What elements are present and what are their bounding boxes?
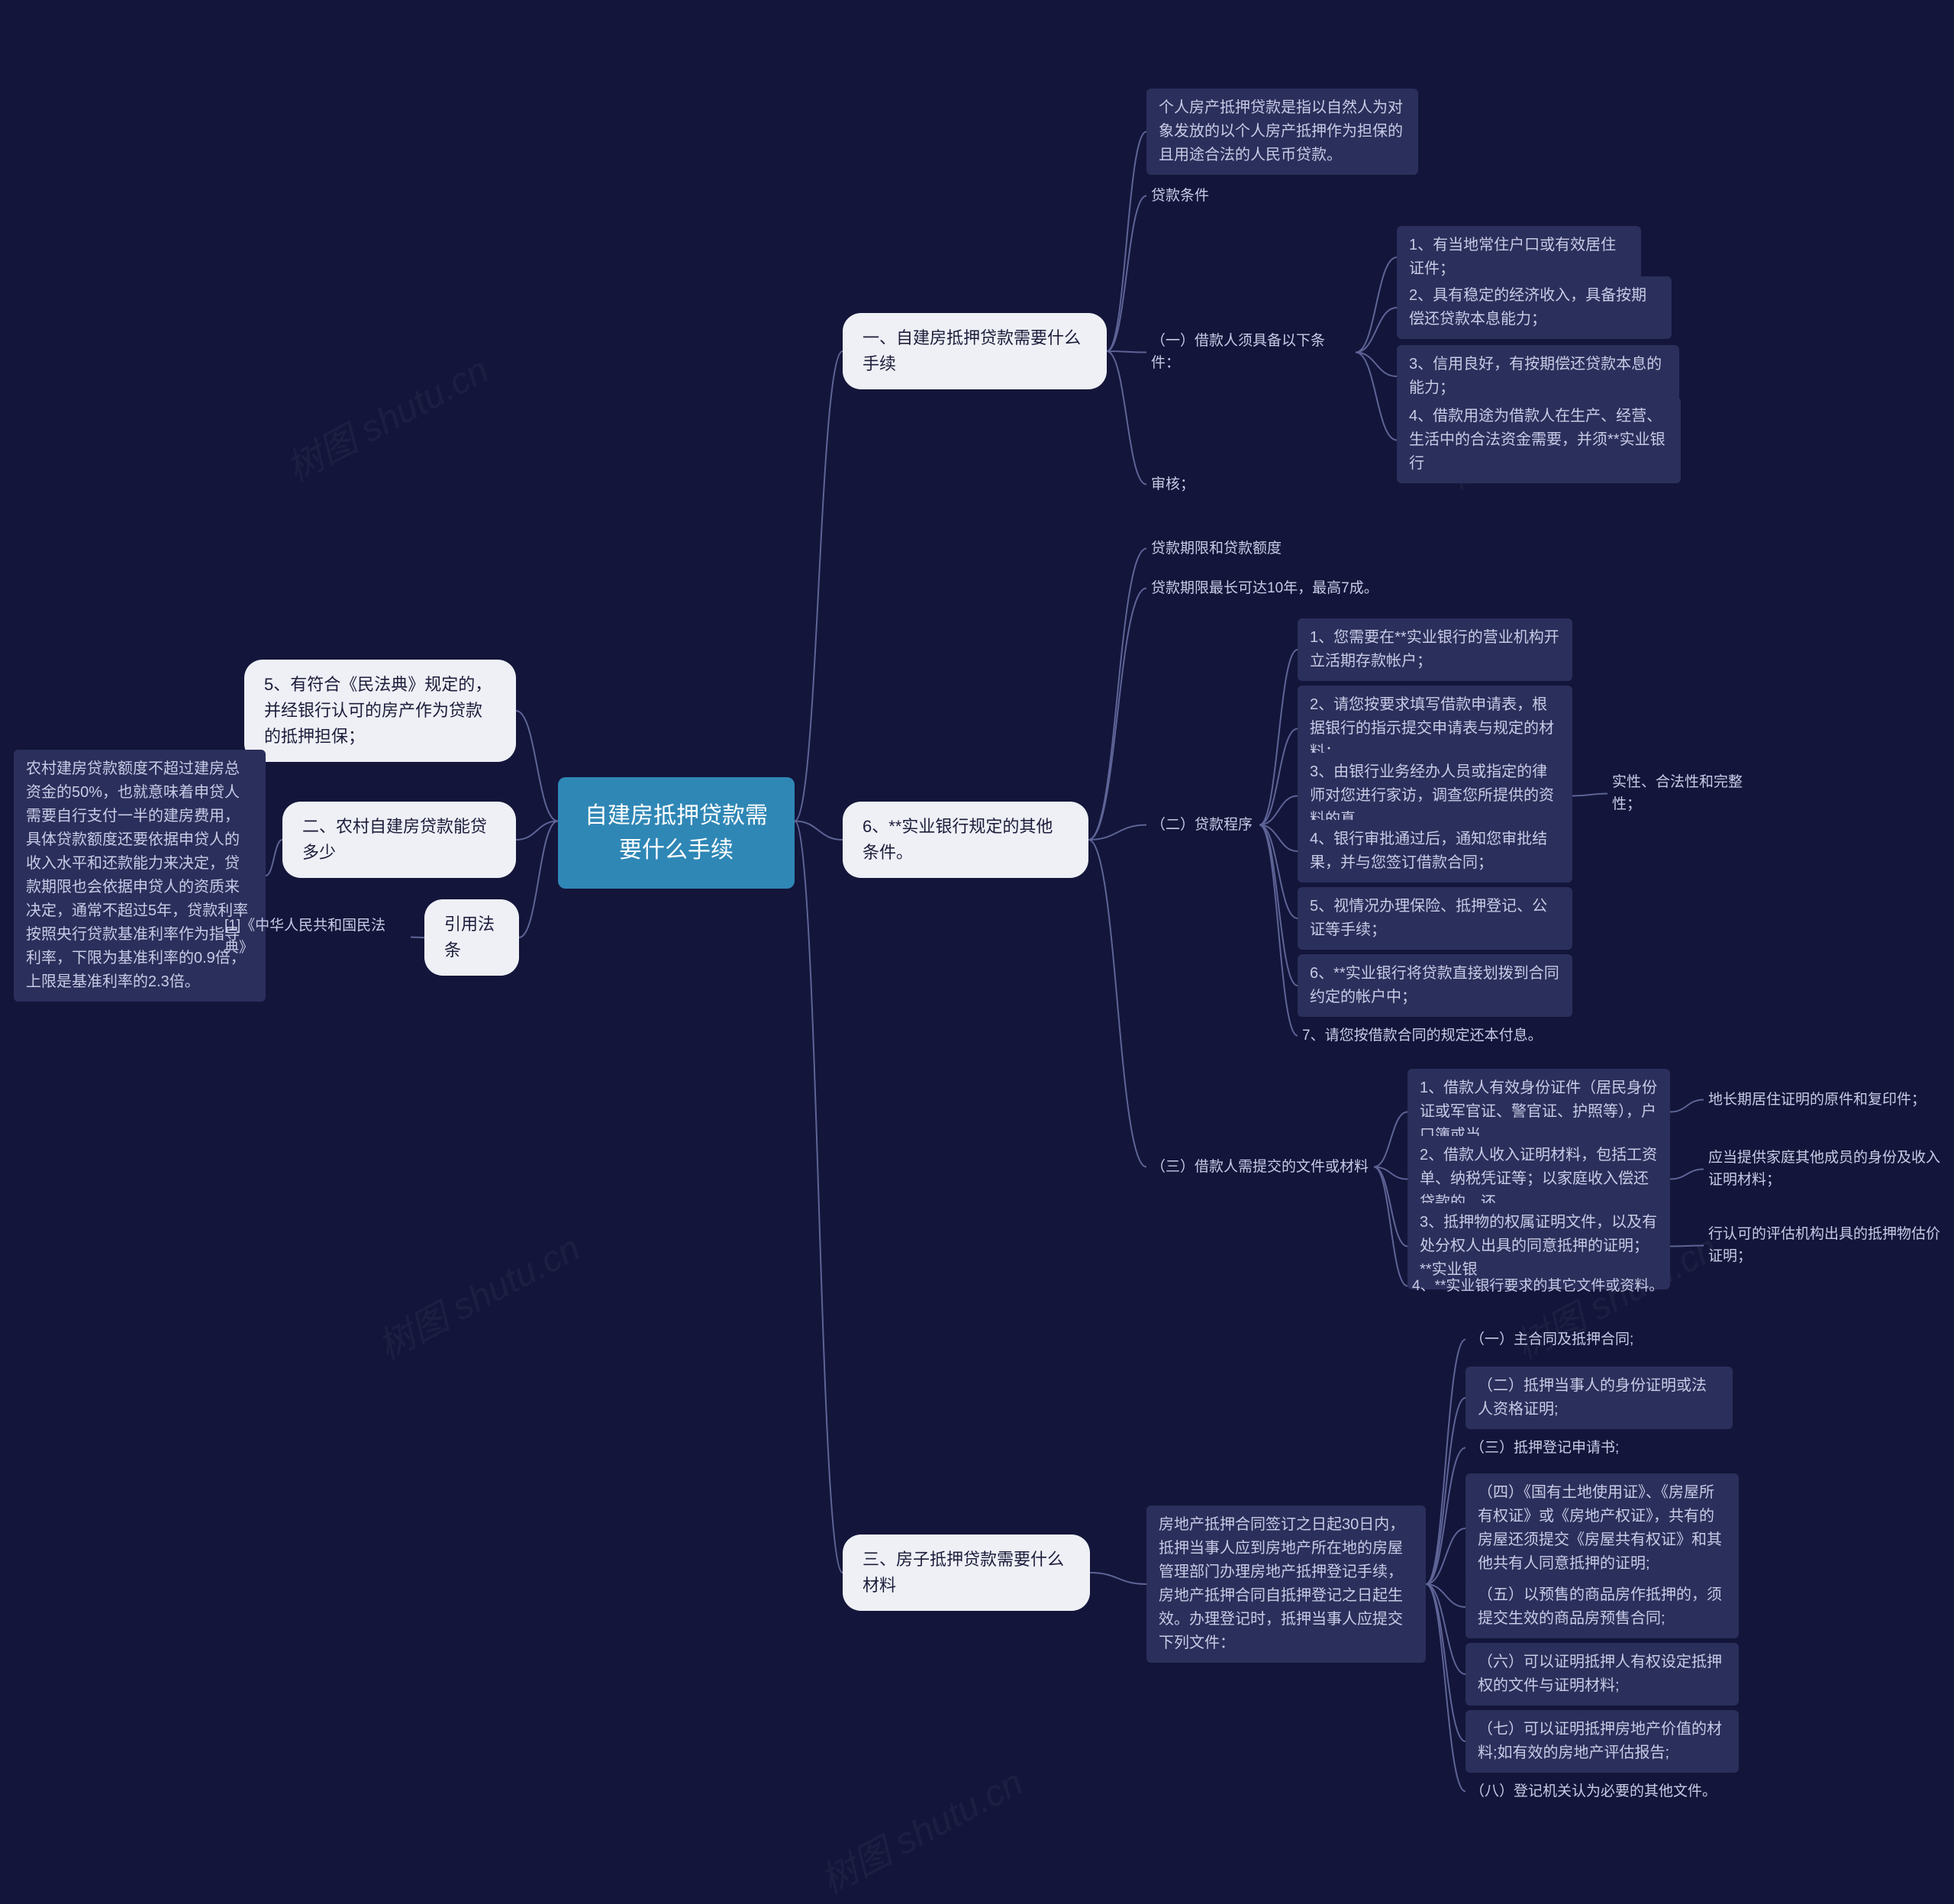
- node-r6-proc: （二）贷款程序: [1146, 809, 1259, 841]
- node-r6-p5: 5、视情况办理保险、抵押登记、公证等手续；: [1298, 887, 1572, 950]
- watermark: 树图 shutu.cn: [810, 1753, 1031, 1904]
- node-r1-b4: 4、借款用途为借款人在生产、经营、生活中的合法资金需要，并须**实业银行: [1397, 397, 1681, 483]
- node-r1-borrower: （一）借款人须具备以下条件：: [1146, 325, 1356, 379]
- node-r1-intro: 个人房产抵押贷款是指以自然人为对象发放的以个人房产抵押作为担保的且用途合法的人民…: [1146, 89, 1418, 175]
- node-r3-1: （一）主合同及抵押合同;: [1466, 1324, 1641, 1355]
- node-root: 自建房抵押贷款需要什么手续: [558, 777, 795, 889]
- node-r6-term2: 贷款期限最长可达10年，最高7成。: [1146, 573, 1383, 604]
- node-r3-6: （六）可以证明抵押人有权设定抵押权的文件与证明材料;: [1466, 1643, 1739, 1706]
- node-r6-docs: （三）借款人需提交的文件或材料: [1146, 1151, 1374, 1183]
- node-r3-4: （四）《国有土地使用证》、《房屋所有权证》或《房地产权证》，共有的房屋还须提交《…: [1466, 1473, 1739, 1583]
- node-r6-term: 贷款期限和贷款额度: [1146, 533, 1299, 564]
- node-r6-p1: 1、您需要在**实业银行的营业机构开立活期存款帐户；: [1298, 618, 1572, 681]
- node-r1-review: 审核；: [1146, 469, 1200, 500]
- node-r1-b2: 2、具有稳定的经济收入，具备按期偿还贷款本息能力；: [1397, 276, 1672, 339]
- node-r3-8: （八）登记机关认为必要的其他文件。: [1466, 1776, 1725, 1807]
- node-r3: 三、房子抵押贷款需要什么材料: [843, 1534, 1090, 1611]
- node-r1: 一、自建房抵押贷款需要什么手续: [843, 313, 1107, 389]
- node-r3-5: （五）以预售的商品房作抵押的，须提交生效的商品房预售合同;: [1466, 1576, 1739, 1638]
- node-r3-3: （三）抵押登记申请书;: [1466, 1432, 1626, 1463]
- node-r6: 6、**实业银行规定的其他条件。: [843, 802, 1088, 878]
- node-r6-d3-t: 行认可的评估机构出具的抵押物估价证明；: [1704, 1218, 1948, 1273]
- node-r6-d2-t: 应当提供家庭其他成员的身份及收入证明材料；: [1704, 1142, 1948, 1196]
- node-r1-cond: 贷款条件: [1146, 180, 1215, 211]
- node-r6-d4: 4、**实业银行要求的其它文件或资料。: [1407, 1270, 1682, 1302]
- node-r6-p7: 7、请您按借款合同的规定还本付息。: [1298, 1020, 1549, 1051]
- node-r6-p3-t: 实性、合法性和完整性；: [1607, 766, 1775, 821]
- node-r6-p4: 4、银行审批通过后，通知您审批结果，并与您签订借款合同；: [1298, 820, 1572, 883]
- node-r3-7: （七）可以证明抵押房地产价值的材料;如有效的房地产评估报告;: [1466, 1710, 1739, 1773]
- watermark: 树图 shutu.cn: [276, 340, 497, 492]
- node-l-law: 引用法条: [424, 899, 519, 976]
- node-r6-p6: 6、**实业银行将贷款直接划拨到合同约定的帐户中；: [1298, 954, 1572, 1017]
- watermark: 树图 shutu.cn: [367, 1218, 588, 1370]
- node-r3-intro: 房地产抵押合同签订之日起30日内，抵押当事人应到房地产所在地的房屋管理部门办理房…: [1146, 1505, 1426, 1663]
- node-l5: 5、有符合《民法典》规定的，并经银行认可的房产作为贷款的抵押担保；: [244, 660, 516, 762]
- node-r3-2: （二）抵押当事人的身份证明或法人资格证明;: [1466, 1367, 1733, 1429]
- node-r6-d1-t: 地长期居住证明的原件和复印件；: [1704, 1084, 1933, 1115]
- node-l-rural: 二、农村自建房贷款能贷多少: [282, 802, 516, 878]
- node-l-law-1: [1]《中华人民共和国民法典》: [220, 910, 411, 964]
